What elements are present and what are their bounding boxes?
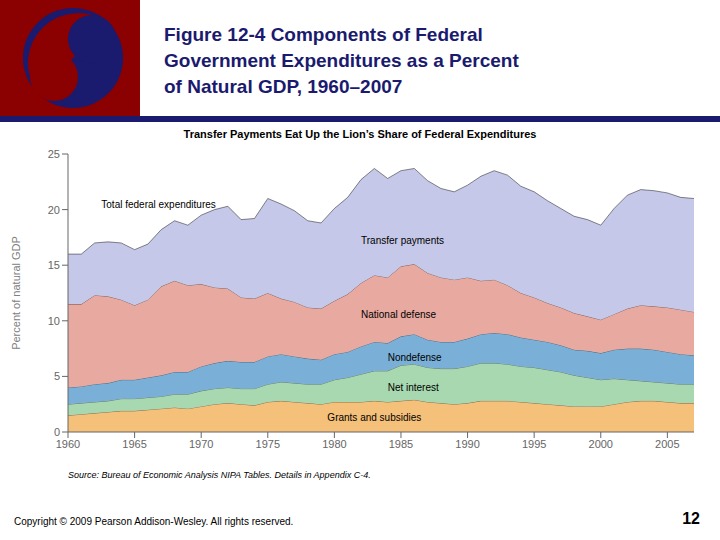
svg-text:Transfer payments: Transfer payments bbox=[361, 235, 444, 246]
svg-text:Total federal expenditures: Total federal expenditures bbox=[101, 199, 216, 210]
svg-text:1960: 1960 bbox=[56, 438, 80, 450]
svg-text:1995: 1995 bbox=[522, 438, 546, 450]
svg-text:Nondefense: Nondefense bbox=[388, 352, 442, 363]
svg-text:2000: 2000 bbox=[589, 438, 613, 450]
html-text:Figure 12-4 Components of Fede: Figure 12-4 Components of Federal bbox=[164, 24, 483, 45]
svg-text:1985: 1985 bbox=[389, 438, 413, 450]
svg-text:1970: 1970 bbox=[189, 438, 213, 450]
svg-text:Percent of natural GDP: Percent of natural GDP bbox=[10, 236, 22, 350]
svg-text:National defense: National defense bbox=[361, 309, 436, 320]
svg-text:1990: 1990 bbox=[455, 438, 479, 450]
svg-text:5: 5 bbox=[54, 370, 60, 382]
svg-text:1980: 1980 bbox=[322, 438, 346, 450]
svg-text:Net interest: Net interest bbox=[388, 382, 439, 393]
svg-text:10: 10 bbox=[48, 315, 60, 327]
svg-text:2005: 2005 bbox=[655, 438, 679, 450]
html-text:Copyright © 2009 Pearson Addis: Copyright © 2009 Pearson Addison-Wesley.… bbox=[14, 516, 294, 527]
svg-text:1965: 1965 bbox=[122, 438, 146, 450]
svg-text:15: 15 bbox=[48, 259, 60, 271]
html-text:of Natural GDP, 1960–2007: of Natural GDP, 1960–2007 bbox=[164, 76, 403, 97]
html-text:Source: Bureau of Economic Ana: Source: Bureau of Economic Analysis NIPA… bbox=[68, 470, 371, 480]
svg-text:25: 25 bbox=[48, 148, 60, 160]
svg-text:0: 0 bbox=[54, 426, 60, 438]
svg-text:Grants and subsidies: Grants and subsidies bbox=[327, 412, 421, 423]
html-text:Government Expenditures as a P: Government Expenditures as a Percent bbox=[164, 50, 519, 71]
svg-text:20: 20 bbox=[48, 204, 60, 216]
svg-text:1975: 1975 bbox=[256, 438, 280, 450]
html-text:Transfer Payments Eat Up the L: Transfer Payments Eat Up the Lion’s Shar… bbox=[183, 128, 537, 140]
html-text:12: 12 bbox=[682, 510, 700, 527]
